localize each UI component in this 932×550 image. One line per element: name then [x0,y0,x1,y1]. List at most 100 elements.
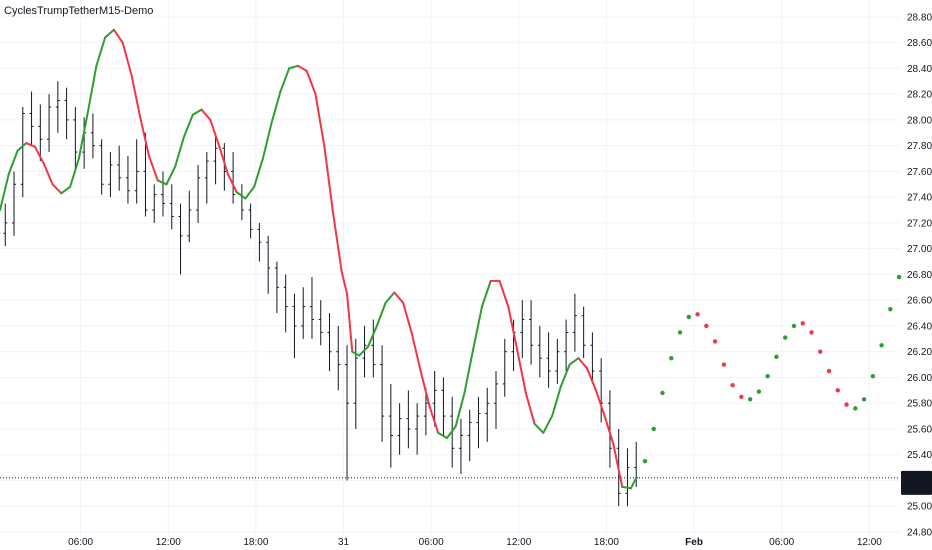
projection-dot [800,321,805,326]
cycle-segment [332,211,343,273]
projection-dot [642,458,648,464]
cycle-segment [419,370,431,407]
cycle-segment [393,291,405,304]
projection-dot [861,397,867,402]
projection-dot [721,362,727,367]
cycle-segment [130,73,142,119]
projection-dot [747,397,753,402]
cycle-segment [551,385,562,418]
cycle-segment [305,69,317,96]
projection-dot [686,314,692,320]
projection-dots [642,274,902,464]
y-tick-label: 25.40 [907,450,932,461]
price-bar [108,152,113,198]
y-tick-label: 27.40 [907,193,932,204]
cycle-segment [507,305,519,351]
cycle-segment [156,179,168,186]
cycle-segment [200,108,212,121]
projection-dot [765,373,770,379]
y-tick-label: 27.80 [907,141,932,152]
cycle-segment [445,425,457,439]
price-bar [99,139,104,195]
price-bar [388,383,393,468]
price-bar [292,293,297,359]
x-tick-label: 31 [338,537,350,548]
price-axis[interactable]: 28.80 28.60 28.40 28.20 28.00 27.80 27.60 27.40… [907,12,932,538]
cycle-segment [147,154,159,182]
cycle-segment [165,165,177,186]
cycle-segment [0,172,10,212]
price-bar [529,300,534,365]
price-bar [231,152,236,204]
price-bar [572,293,577,352]
cycle-segment [86,64,98,115]
cycle-segment [559,363,571,388]
y-tick-label: 25.00 [907,502,932,513]
cycle-segment [428,404,440,434]
price-bar [345,345,350,481]
price-bar [239,184,244,221]
price-bar [20,107,25,198]
price-bar [117,145,122,191]
projection-dot [835,388,840,393]
price-bar [134,139,139,204]
cycle-segment [261,121,273,160]
price-bar [29,91,34,146]
projection-dot [888,307,893,312]
price-bar [178,203,183,275]
projection-dot [756,389,762,394]
cycle-segment [16,142,28,152]
cycle-segment [346,292,354,353]
projection-dot [809,330,814,335]
projection-dot [730,382,735,388]
price-bar [599,358,604,423]
cycle-segment [69,157,80,188]
cycle-segment [410,332,422,373]
price-bar [441,377,446,436]
cycle-segment [498,279,510,308]
price-bar [213,132,218,185]
price-bar [581,306,586,359]
projection-dot [712,339,718,344]
cycle-segment [270,90,282,124]
cycle-segment [533,422,545,434]
cycle-segment [454,391,466,428]
price-tag-countdown: 00:40 [903,484,928,495]
x-tick-label: 18:00 [594,537,619,548]
price-bar [125,155,130,204]
x-tick-label: 06:00 [419,537,444,548]
cycle-segment [244,185,256,200]
price-bar [432,371,437,427]
price-bar [546,332,551,388]
cycle-segment [629,476,638,490]
x-tick-label: 18:00 [243,537,268,548]
price-bar [380,345,385,442]
cycle-segment [594,389,606,418]
cycle-segment [104,28,115,39]
price-bar [406,390,411,449]
x-tick-label: Feb [685,537,703,548]
grid [0,0,900,535]
cycle-line [0,28,638,490]
cycle-segment [296,64,308,72]
cycle-segment [384,291,396,304]
price-bar [467,409,472,462]
projection-dot [704,323,709,329]
cycle-segment [375,301,387,327]
price-bar [476,396,481,449]
cycle-segment [288,64,299,70]
price-bar [371,319,376,378]
cycle-segment [586,367,597,392]
cycle-segment [463,348,475,394]
y-tick-label: 26.80 [907,270,932,281]
price-bar [336,325,341,391]
cycle-segment [402,301,413,335]
cycle-segment [7,149,19,175]
cycle-segment [95,36,107,67]
time-axis[interactable]: 3006:0012:0018:003106:0012:0018:00Feb06:… [0,537,882,548]
cycle-segment [524,391,536,425]
projection-dot [853,406,858,411]
x-tick-label: 12:00 [857,537,882,548]
price-bar [415,403,420,455]
